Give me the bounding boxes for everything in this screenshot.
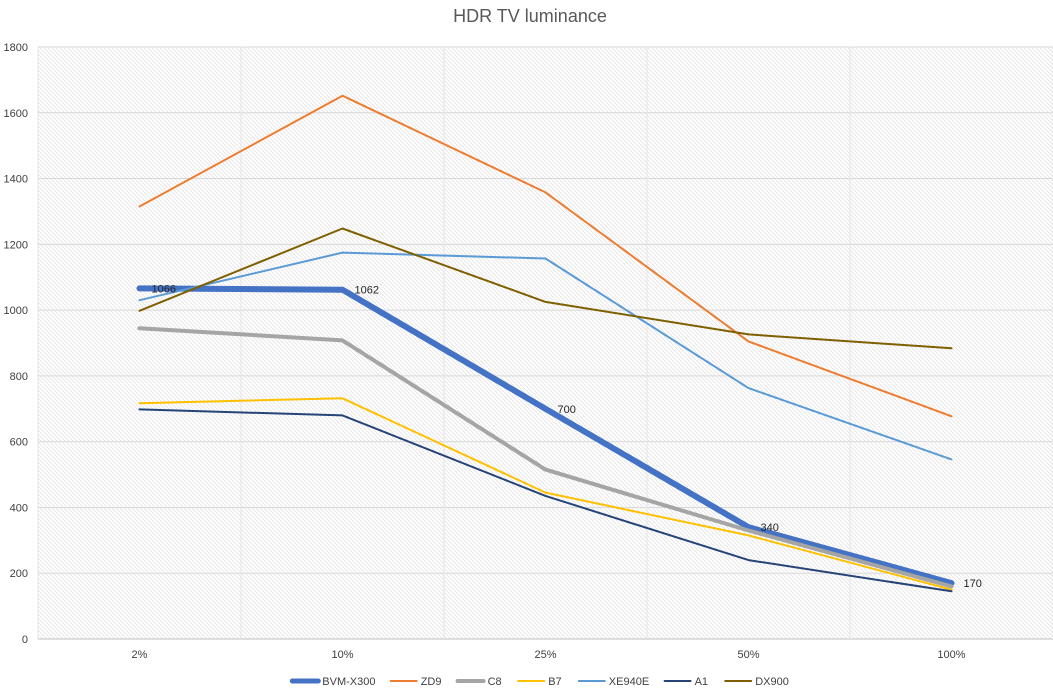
legend-item-bvm-x300: BVM-X300 (289, 676, 376, 688)
legend-label: A1 (695, 676, 708, 688)
series-line-xe940e (138, 251, 953, 461)
series-line-a1 (138, 408, 953, 593)
legend-label: DX900 (755, 676, 789, 688)
plot-area (38, 47, 1053, 639)
legend-item-b7: B7 (517, 676, 562, 688)
y-tick-label: 0 (22, 634, 28, 646)
x-tick-label: 10% (331, 649, 353, 661)
series-line-dx900 (138, 227, 953, 350)
y-tick-label: 1400 (4, 174, 28, 186)
data-label: 1062 (355, 285, 379, 297)
series-line-bvm-x300 (136, 285, 955, 587)
data-label: 1066 (152, 283, 176, 295)
x-tick-label: 100% (937, 649, 965, 661)
y-tick-label: 1800 (4, 42, 28, 54)
legend-label: B7 (548, 676, 561, 688)
legend-item-c8: C8 (455, 676, 502, 688)
series-line-b7 (138, 397, 953, 591)
y-tick-label: 200 (10, 568, 28, 580)
x-tick-label: 50% (737, 649, 759, 661)
y-tick-label: 1600 (4, 108, 28, 120)
series-line-c8 (137, 326, 954, 589)
y-tick-label: 600 (10, 437, 28, 449)
data-label: 170 (964, 578, 982, 590)
legend-label: BVM-X300 (322, 676, 375, 688)
x-tick-label: 2% (132, 649, 148, 661)
y-tick-label: 400 (10, 502, 28, 514)
legend-item-a1: A1 (663, 676, 708, 688)
legend-item-zd9: ZD9 (389, 676, 442, 688)
y-tick-label: 1200 (4, 239, 28, 251)
series-line-zd9 (138, 94, 953, 418)
data-label: 700 (558, 404, 576, 416)
data-label: 340 (761, 522, 779, 534)
chart-title: HDR TV luminance (453, 6, 607, 26)
y-tick-label: 800 (10, 371, 28, 383)
legend-label: ZD9 (421, 676, 442, 688)
legend-item-xe940e: XE940E (577, 676, 649, 688)
y-tick-label: 1000 (4, 305, 28, 317)
x-tick-label: 25% (534, 649, 556, 661)
legend-label: XE940E (609, 676, 649, 688)
legend-item-dx900: DX900 (724, 676, 789, 688)
legend-label: C8 (488, 676, 502, 688)
